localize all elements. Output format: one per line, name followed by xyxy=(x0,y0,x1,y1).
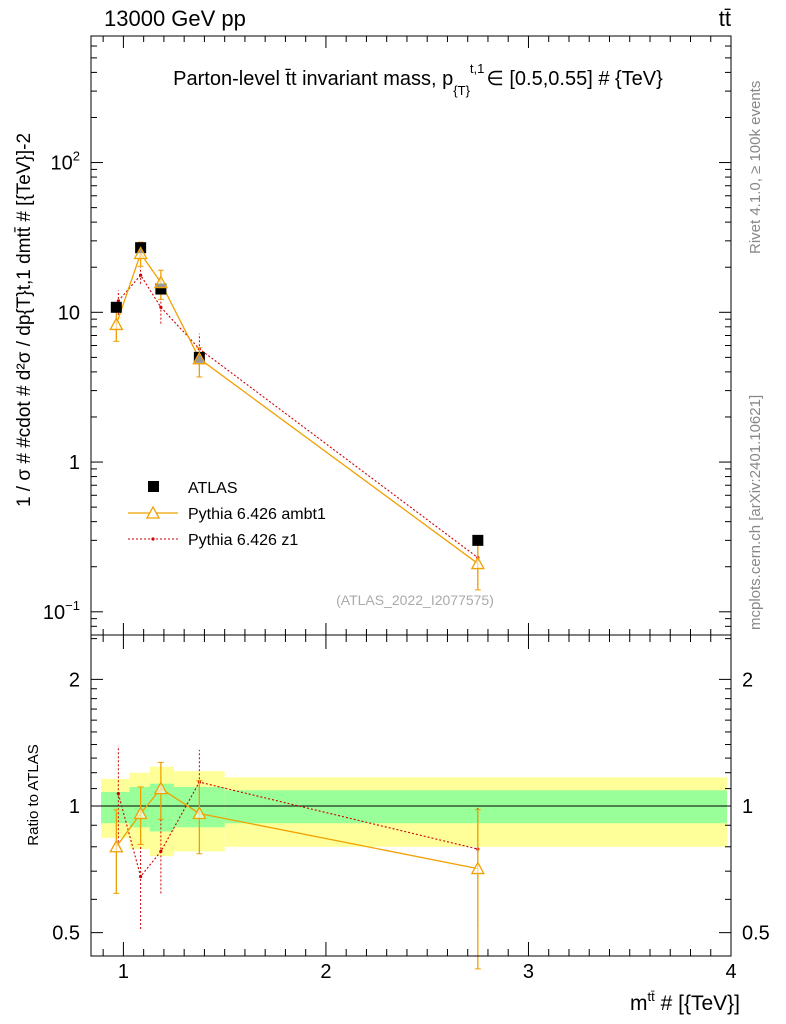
xlabel-sup: tt̄ xyxy=(648,989,656,1004)
legend-label-atlas: ATLAS xyxy=(188,480,238,497)
rivet-label: Rivet 4.1.0, ≥ 100k events xyxy=(747,81,764,254)
ratio-panel: 0.5 0.5 1 1 2 2 1 2 3 4 Ratio to ATLAS mtt̄ # [{T… xyxy=(25,634,770,1015)
y-tick-label: 1 xyxy=(69,452,80,474)
atlas-point xyxy=(110,301,122,313)
ambt1-point xyxy=(470,556,485,570)
ratio-y-tick-label-right: 1 xyxy=(742,796,753,818)
ratio-y-tick-label-right: 2 xyxy=(742,669,753,691)
y-tick-label-base: 10 xyxy=(51,153,73,175)
ratio-ambt1-point xyxy=(133,806,148,820)
y-tick-label: 102 xyxy=(51,149,80,175)
z1-point xyxy=(159,305,163,309)
title-sub: {T} xyxy=(453,83,470,98)
main-plot-content xyxy=(109,241,485,591)
ratio-axis-ticks: 0.5 0.5 1 1 2 2 1 2 3 4 xyxy=(52,635,770,983)
legend: ATLAS Pythia 6.426 ambt1 Pythia 6.426 z1 xyxy=(128,480,326,549)
uncertainty-band-inner xyxy=(129,786,150,828)
y-tick-label-exp: 2 xyxy=(73,149,80,164)
legend-label-z1: Pythia 6.426 z1 xyxy=(188,532,298,549)
y-tick-label: 10 xyxy=(58,302,80,324)
ambt1-point xyxy=(109,317,124,331)
legend-marker-atlas xyxy=(148,481,159,492)
ratio-ylabel: Ratio to ATLAS xyxy=(25,744,42,845)
ratio-plot-content xyxy=(91,745,731,970)
x-tick-label: 3 xyxy=(523,961,534,983)
ratio-ambt1-point xyxy=(109,839,124,853)
ratio-z1-point xyxy=(139,874,143,879)
ratio-z1-point xyxy=(159,849,163,854)
ambt1-point xyxy=(153,275,168,289)
ratio-frame xyxy=(90,634,732,957)
main-ylabel: 1 / σ # #cdot # d²σ / dp{T}t,1 dmtt̄ # [… xyxy=(14,133,35,507)
mcplots-label: mcplots.cern.ch [arXiv:2401.10621] xyxy=(747,395,764,630)
uncertainty-band-inner xyxy=(224,790,727,824)
y-tick-label-base: 10 xyxy=(43,602,65,624)
ratio-y-tick-label-left: 1 xyxy=(69,796,80,818)
legend-marker-z1 xyxy=(151,537,155,541)
xlabel-main: m xyxy=(630,992,648,1015)
header-right: tt̄ xyxy=(719,6,731,31)
atlas-point xyxy=(472,534,484,546)
x-tick-label: 4 xyxy=(725,961,736,983)
ratio-ambt1-point xyxy=(153,781,168,795)
xlabel-tail: # [{TeV}] xyxy=(655,992,740,1015)
legend-label-ambt1: Pythia 6.426 ambt1 xyxy=(188,506,326,523)
x-tick-label: 2 xyxy=(320,961,331,983)
xlabel: mtt̄ # [{TeV}] xyxy=(630,989,740,1015)
ratio-y-tick-label-left: 2 xyxy=(69,669,80,691)
y-tick-label-exp: −1 xyxy=(65,598,80,613)
y-tick-label-base: 1 xyxy=(69,452,80,474)
ratio-ambt1-point xyxy=(192,806,207,820)
header-left: 13000 GeV pp xyxy=(104,6,246,31)
ratio-y-tick-label-right: 0.5 xyxy=(742,923,770,945)
z1-point xyxy=(116,299,120,303)
x-tick-label: 1 xyxy=(118,961,129,983)
title-main: Parton-level t̄t invariant mass, p xyxy=(173,68,453,90)
title-sup: t,1 xyxy=(470,61,484,76)
source-label: (ATLAS_2022_I2077575) xyxy=(336,592,494,608)
legend-marker-ambt1 xyxy=(145,505,161,519)
main-title: Parton-level t̄t invariant mass, p{T}t,1… xyxy=(173,61,663,98)
ratio-ambt1-point xyxy=(470,861,485,875)
ambt1-point xyxy=(133,246,148,260)
title-tail: ∈ [0.5,0.55] # {TeV} xyxy=(486,68,663,90)
ambt1-point xyxy=(192,351,207,365)
y-tick-label: 10−1 xyxy=(43,598,80,624)
ratio-z1-point xyxy=(116,792,120,796)
atlas-point xyxy=(155,283,167,295)
ratio-y-tick-label-left: 0.5 xyxy=(52,923,80,945)
y-tick-label-base: 10 xyxy=(58,302,80,324)
z1-point xyxy=(139,273,143,277)
